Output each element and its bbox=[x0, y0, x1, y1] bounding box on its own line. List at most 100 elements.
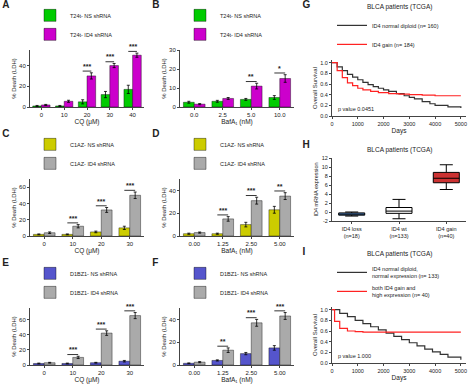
svg-text:***: *** bbox=[247, 309, 255, 316]
svg-text:30: 30 bbox=[106, 112, 113, 118]
svg-text:***: *** bbox=[129, 43, 137, 50]
svg-text:BafA₁ (nM): BafA₁ (nM) bbox=[221, 118, 252, 126]
svg-text:-2: -2 bbox=[323, 218, 328, 224]
svg-text:% Death (LDH): % Death (LDH) bbox=[161, 187, 167, 228]
svg-text:D1BZ1- ID4 shRNA: D1BZ1- ID4 shRNA bbox=[220, 290, 268, 296]
svg-text:10: 10 bbox=[169, 85, 176, 91]
svg-text:BLCA patients (TCGA): BLCA patients (TCGA) bbox=[367, 146, 432, 154]
svg-text:2.5: 2.5 bbox=[219, 112, 228, 118]
svg-text:30: 30 bbox=[169, 47, 176, 53]
svg-text:B: B bbox=[152, 0, 159, 10]
svg-text:I: I bbox=[303, 247, 306, 257]
svg-text:4: 4 bbox=[325, 191, 328, 197]
svg-text:ID4 gain(n=40): ID4 gain(n=40) bbox=[436, 226, 457, 239]
svg-text:5000: 5000 bbox=[455, 368, 467, 374]
svg-text:5.0: 5.0 bbox=[247, 112, 256, 118]
svg-text:BafA₁ (nM): BafA₁ (nM) bbox=[221, 247, 252, 255]
svg-text:D1BZ1- NS shRNA: D1BZ1- NS shRNA bbox=[70, 271, 117, 277]
svg-text:CQ (μM): CQ (μM) bbox=[74, 118, 99, 126]
svg-text:T24t- NS shRNA: T24t- NS shRNA bbox=[70, 13, 111, 19]
svg-text:2: 2 bbox=[325, 200, 328, 206]
svg-text:***: *** bbox=[276, 303, 284, 310]
svg-text:0: 0 bbox=[330, 368, 333, 374]
svg-text:1.0: 1.0 bbox=[320, 60, 328, 66]
svg-text:C: C bbox=[2, 129, 9, 139]
svg-text:10.0: 10.0 bbox=[274, 112, 286, 118]
svg-text:E: E bbox=[2, 258, 9, 268]
svg-text:20: 20 bbox=[98, 370, 105, 376]
svg-text:T24t- ID4 shRNA: T24t- ID4 shRNA bbox=[220, 32, 262, 38]
svg-text:Overall Survival: Overall Survival bbox=[312, 314, 318, 356]
svg-text:0.6: 0.6 bbox=[320, 81, 328, 87]
svg-text:A: A bbox=[2, 0, 9, 10]
svg-text:H: H bbox=[303, 140, 310, 150]
svg-text:0.2: 0.2 bbox=[320, 102, 328, 108]
svg-text:4000: 4000 bbox=[429, 368, 441, 374]
svg-text:30: 30 bbox=[126, 370, 133, 376]
svg-text:BLCA patients (TCGA): BLCA patients (TCGA) bbox=[367, 3, 432, 11]
svg-text:***: *** bbox=[106, 53, 114, 60]
svg-text:20: 20 bbox=[19, 217, 26, 223]
svg-text:T24t- NS shRNA: T24t- NS shRNA bbox=[220, 13, 261, 19]
svg-text:0: 0 bbox=[172, 233, 176, 239]
svg-text:0: 0 bbox=[325, 209, 328, 215]
svg-text:*: * bbox=[278, 65, 281, 72]
svg-text:20: 20 bbox=[19, 347, 26, 353]
svg-text:3000: 3000 bbox=[403, 121, 415, 127]
svg-text:6: 6 bbox=[325, 182, 328, 188]
svg-text:***: *** bbox=[97, 198, 105, 205]
svg-text:1000: 1000 bbox=[352, 368, 364, 374]
svg-text:% Death (LDH): % Death (LDH) bbox=[11, 58, 17, 99]
svg-text:20: 20 bbox=[169, 339, 176, 345]
svg-text:0: 0 bbox=[330, 121, 333, 127]
svg-text:4000: 4000 bbox=[429, 121, 441, 127]
svg-text:1.0: 1.0 bbox=[320, 307, 328, 313]
svg-text:% Death (LDH): % Death (LDH) bbox=[161, 58, 167, 99]
svg-text:ID4 wt(n=133): ID4 wt(n=133) bbox=[389, 226, 408, 239]
svg-text:1.25: 1.25 bbox=[217, 241, 229, 247]
svg-text:Days: Days bbox=[392, 127, 408, 135]
svg-text:***: *** bbox=[83, 63, 91, 70]
svg-text:20: 20 bbox=[98, 241, 105, 247]
svg-text:C1AZ- ID4 shRNA: C1AZ- ID4 shRNA bbox=[70, 161, 115, 167]
svg-text:ID4 loss(n=18): ID4 loss(n=18) bbox=[342, 226, 362, 239]
svg-text:***: *** bbox=[69, 215, 77, 222]
svg-text:% Death (LDH): % Death (LDH) bbox=[11, 316, 17, 357]
svg-text:ID4 mRNA expression: ID4 mRNA expression bbox=[313, 162, 319, 216]
svg-text:20: 20 bbox=[169, 66, 176, 72]
svg-text:20: 20 bbox=[84, 112, 91, 118]
svg-text:D: D bbox=[152, 129, 159, 139]
svg-text:ID4 normal diploid,normal expr: ID4 normal diploid,normal expression (n=… bbox=[372, 266, 439, 279]
svg-text:1000: 1000 bbox=[352, 121, 364, 127]
svg-text:CQ (μM): CQ (μM) bbox=[74, 376, 99, 384]
svg-text:0.00: 0.00 bbox=[188, 370, 200, 376]
svg-text:20: 20 bbox=[169, 210, 176, 216]
svg-text:0.0: 0.0 bbox=[190, 112, 199, 118]
svg-text:0.2: 0.2 bbox=[320, 349, 328, 355]
svg-text:CQ (μM): CQ (μM) bbox=[74, 247, 99, 255]
svg-text:40: 40 bbox=[169, 188, 176, 194]
svg-text:C1AZ- NS shRNA: C1AZ- NS shRNA bbox=[220, 142, 264, 148]
svg-text:0: 0 bbox=[43, 241, 47, 247]
svg-text:0.8: 0.8 bbox=[320, 70, 328, 76]
svg-text:**: ** bbox=[277, 183, 283, 190]
svg-text:8: 8 bbox=[325, 173, 328, 179]
svg-text:0.0: 0.0 bbox=[320, 360, 328, 366]
svg-text:0: 0 bbox=[22, 233, 26, 239]
svg-text:% Death (LDH): % Death (LDH) bbox=[161, 316, 167, 357]
svg-text:2.50: 2.50 bbox=[245, 370, 257, 376]
svg-text:C1AZ- ID4 shRNA: C1AZ- ID4 shRNA bbox=[220, 161, 265, 167]
svg-text:2.50: 2.50 bbox=[245, 241, 257, 247]
svg-text:12: 12 bbox=[322, 155, 328, 161]
svg-text:10: 10 bbox=[61, 112, 68, 118]
svg-text:5.00: 5.00 bbox=[274, 241, 286, 247]
svg-text:10: 10 bbox=[322, 164, 328, 170]
svg-text:0.0: 0.0 bbox=[320, 113, 328, 119]
svg-text:5.00: 5.00 bbox=[274, 370, 286, 376]
svg-text:F: F bbox=[152, 258, 158, 268]
svg-text:***: *** bbox=[126, 182, 134, 189]
svg-text:2000: 2000 bbox=[377, 121, 389, 127]
svg-text:0: 0 bbox=[40, 112, 44, 118]
svg-text:p value 1.000: p value 1.000 bbox=[338, 353, 371, 359]
svg-text:0: 0 bbox=[22, 362, 26, 368]
